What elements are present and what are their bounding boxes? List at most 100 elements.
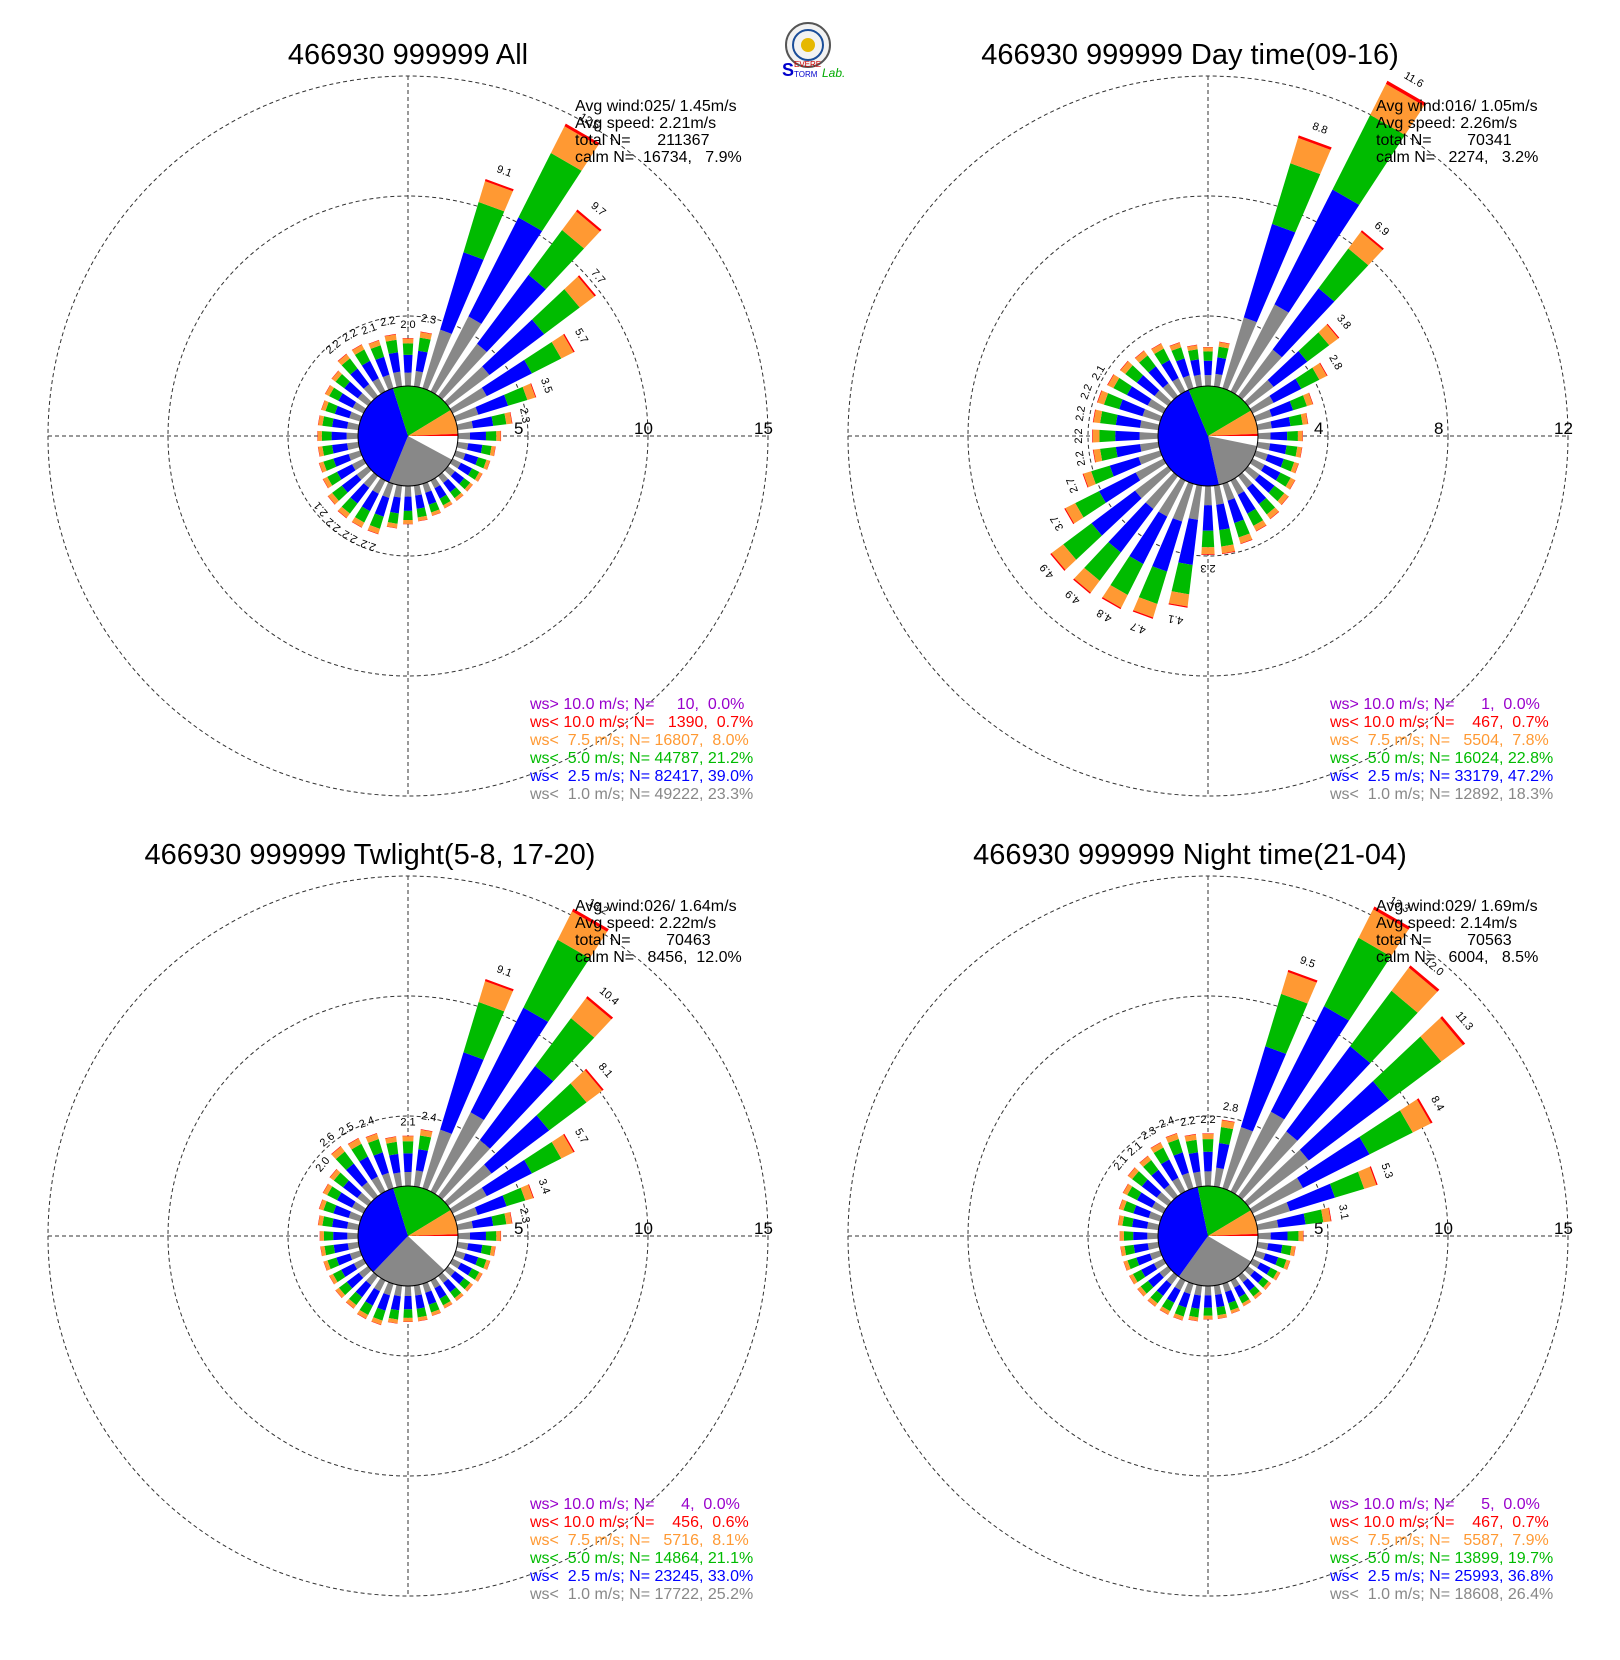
bar-segment-lt2_5 (1265, 454, 1284, 468)
bar-segment-lt1 (372, 477, 386, 494)
bar-segment-lt10 (1092, 429, 1093, 443)
bar-segment-lt7_5 (346, 1298, 357, 1309)
bar-segment-lt1 (347, 421, 360, 431)
legend-entry: ws< 5.0 m/s; N= 16024, 22.8% (1329, 750, 1553, 767)
bar-segment-lt2_5 (467, 1243, 483, 1254)
bar-total-label: 2.2 (1079, 383, 1096, 401)
bar-segment-lt10 (432, 512, 441, 517)
bar-total-label: 4.8 (1095, 606, 1114, 624)
bar-segment-lt1 (453, 407, 479, 422)
bar-segment-lt2_5 (1286, 1183, 1336, 1212)
bar-segment-lt10 (386, 526, 398, 529)
stat-line: Avg wind:029/ 1.69m/s (1376, 898, 1538, 915)
bar-segment-lt1 (449, 1187, 487, 1214)
bar-segment-lt7_5 (1139, 1156, 1152, 1167)
bar-segment-lt5 (1138, 566, 1168, 604)
bar-segment-lt1 (404, 372, 412, 387)
bar-segment-lt7_5 (329, 1273, 338, 1285)
bar-segment-lt5 (335, 373, 350, 389)
bar-segment-lt7_5 (464, 1282, 473, 1292)
bar-segment-lt7_5 (348, 1138, 362, 1150)
bar-total-label: 2.2 (359, 537, 377, 554)
bar-segment-lt1 (1147, 1241, 1160, 1250)
bar-segment-lt5 (1318, 248, 1369, 302)
bar-segment-lt10 (1173, 1316, 1183, 1321)
bar-segment-lt1 (1237, 472, 1253, 489)
ring-label: 5 (514, 419, 523, 438)
bar-segment-lt7_5 (1123, 1183, 1133, 1196)
bar-segment-lt2_5 (333, 1205, 351, 1219)
bar-segment-lt1 (1204, 375, 1212, 387)
bar-segment-lt5 (1219, 528, 1234, 547)
bar-segment-lt10 (509, 411, 513, 424)
bar-segment-lt2_5 (331, 431, 347, 441)
stat-line: calm N= 2274, 3.2% (1376, 149, 1538, 166)
bar-segment-lt2_5 (390, 1295, 401, 1311)
bar-segment-lt10 (484, 179, 514, 192)
bar-segment-lt1 (1222, 1281, 1232, 1293)
bar-total-label: 11.3 (1453, 1009, 1475, 1032)
center-pie-lt5 (392, 386, 451, 436)
bar-segment-lt1 (1172, 481, 1194, 522)
bar-total-label: 2.2 (340, 527, 359, 545)
center-pie-calm (1208, 1236, 1258, 1262)
bar-total-label: 3.8 (1334, 313, 1353, 332)
bar-segment-lt1 (348, 450, 363, 461)
bar-segment-lt10 (329, 1168, 337, 1178)
bar-segment-lt1 (1237, 1272, 1248, 1283)
bar-segment-lt7_5 (331, 370, 342, 382)
legend-entry: ws> 10.0 m/s; N= 5, 0.0% (1329, 1496, 1540, 1513)
bar-segment-lt5 (1202, 1139, 1214, 1152)
legend-entry: ws< 7.5 m/s; N= 16807, 8.0% (529, 732, 749, 749)
bar-segment-lt7_5 (317, 430, 322, 442)
bar-segment-lt5 (1275, 1257, 1287, 1269)
bar-segment-lt2_5 (1276, 1213, 1306, 1228)
bar-segment-lt5 (1139, 355, 1156, 373)
bar-segment-lt5 (475, 457, 487, 469)
legend-entry: ws< 7.5 m/s; N= 5716, 8.1% (529, 1532, 749, 1549)
bar-segment-lt1 (1257, 1232, 1271, 1240)
bar-segment-lt1 (373, 1277, 386, 1292)
bar-segment-lt7_5 (489, 1245, 496, 1257)
bar-segment-lt2_5 (1224, 1289, 1236, 1304)
bar-total-label: 9.5 (1298, 954, 1316, 971)
bar-segment-lt2_5 (481, 1159, 532, 1197)
bar-segment-lt10 (321, 400, 325, 410)
bar-segment-lt7_5 (320, 1245, 327, 1257)
bar-segment-lt10 (351, 521, 362, 528)
bar-segment-lt5 (387, 512, 399, 524)
bar-segment-lt1 (456, 441, 469, 450)
bar-segment-lt1 (413, 1170, 424, 1188)
bar-segment-lt10 (1287, 969, 1318, 983)
bar-segment-lt10 (418, 519, 428, 522)
bar-segment-lt1 (347, 1221, 360, 1231)
bar-segment-lt7_5 (403, 1317, 413, 1322)
bar-segment-lt1 (357, 393, 372, 407)
center-pie-lt7_5 (1208, 410, 1258, 436)
bar-segment-lt5 (491, 1213, 507, 1226)
bar-segment-lt7_5 (1203, 347, 1213, 352)
bar-segment-lt10 (486, 1260, 491, 1270)
bar-segment-lt2_5 (1215, 357, 1227, 376)
wind-rose-panel: 5 10 152.1 2.49.113.210.48.15.73.42.32.02.6… (47, 839, 773, 1603)
bar-segment-lt10 (444, 1303, 453, 1309)
bar-segment-lt1 (1164, 1184, 1179, 1200)
bar-segment-lt5 (359, 1301, 373, 1315)
bar-total-label: 8.1 (596, 1061, 615, 1080)
bar-segment-lt2_5 (388, 352, 401, 373)
bar-segment-lt1 (1237, 1131, 1298, 1200)
bar-segment-lt2_5 (1247, 483, 1267, 505)
bar-segment-lt7_5 (1321, 1207, 1331, 1223)
bar-segment-lt5 (1099, 429, 1116, 443)
bar-segment-lt7_5 (1173, 1313, 1184, 1321)
bar-segment-lt7_5 (318, 1215, 324, 1226)
center-pie-lt7_5 (408, 1210, 458, 1236)
bar-segment-lt1 (383, 1281, 394, 1296)
legend-entry: ws< 10.0 m/s; N= 467, 0.7% (1329, 714, 1549, 731)
legend-entry: ws< 10.0 m/s; N= 456, 0.6% (529, 1514, 749, 1531)
legend-entry: ws< 10.0 m/s; N= 467, 0.7% (1329, 1514, 1549, 1531)
bar-segment-lt1 (456, 421, 473, 431)
bar-segment-lt1 (413, 371, 423, 388)
bar-segment-lt10 (1137, 1288, 1144, 1297)
legend-entry: ws< 5.0 m/s; N= 13899, 19.7% (1329, 1550, 1553, 1567)
